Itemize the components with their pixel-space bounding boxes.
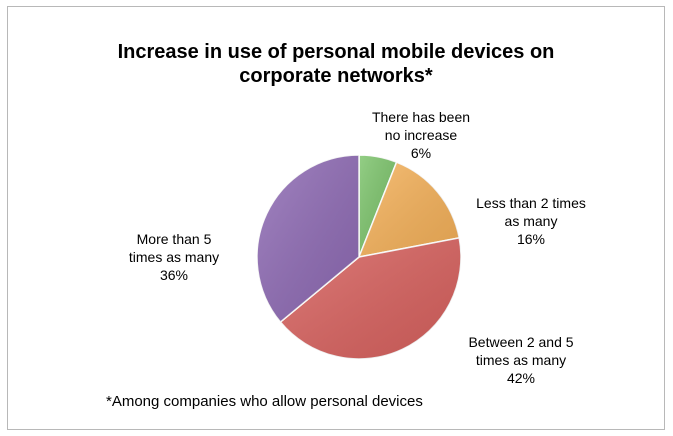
slice-label-between-2-and-5: Between 2 and 5 times as many 42%	[451, 333, 591, 387]
slice-label-less-than-2: Less than 2 times as many 16%	[461, 194, 601, 248]
slice-label-more-than-5: More than 5 times as many 36%	[114, 230, 234, 284]
slice-label-more-than-5-line-1: More than 5	[136, 231, 212, 247]
slice-label-between-2-and-5-line-1: Between 2 and 5	[468, 334, 574, 350]
slice-more-than-5-shading	[256, 155, 359, 323]
slice-label-less-than-2-line-1: Less than 2 times	[476, 195, 586, 211]
slice-label-more-than-5-line-2: times as many	[128, 249, 220, 265]
slice-label-no-increase-line-2: no increase	[384, 127, 458, 143]
slice-label-more-than-5-pct: 36%	[159, 267, 189, 283]
slice-less-than-2-shading	[359, 162, 460, 257]
slice-label-between-2-and-5-line-2: times as many	[475, 352, 567, 368]
slice-between-2-and-5-shading	[280, 237, 461, 360]
slice-label-no-increase-pct: 6%	[410, 145, 432, 161]
slice-label-no-increase-line-1: There has been	[371, 109, 471, 125]
slice-label-between-2-and-5-pct: 42%	[506, 370, 536, 386]
slice-label-less-than-2-pct: 16%	[516, 231, 546, 247]
chart-footnote: *Among companies who allow personal devi…	[106, 393, 423, 410]
chart-title-line-1: Increase in use of personal mobile devic…	[117, 41, 555, 63]
slice-label-less-than-2-line-2: as many	[504, 213, 558, 229]
chart-title: Increase in use of personal mobile devic…	[7, 40, 665, 88]
slice-label-no-increase: There has been no increase 6%	[363, 108, 479, 162]
chart-title-line-2: corporate networks*	[239, 65, 433, 87]
